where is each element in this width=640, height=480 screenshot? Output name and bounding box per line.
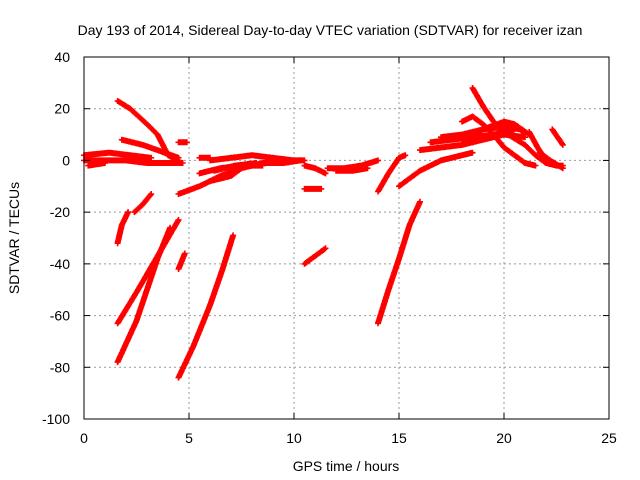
data-points [301,162,329,177]
data-points [118,136,182,161]
x-axis-ticks: 0 5 10 15 20 25 [80,57,617,446]
data-points [396,149,476,190]
y-axis-label: SDTVAR / TECUs [6,182,22,294]
y-tick-label: -40 [50,256,70,272]
y-tick-label: 20 [54,101,70,117]
data-track [207,165,245,185]
y-axis-ticks: 40 20 0 -20 -40 -60 -80 -100 [42,49,609,427]
data-points [375,198,423,327]
y-tick-label: -100 [42,411,70,427]
data-points [375,152,409,195]
data-track [114,209,132,247]
data-track [536,149,566,172]
data-track [517,126,528,138]
data-points [175,232,237,381]
data-points [517,126,528,138]
y-tick-label: -20 [50,204,70,220]
data-track [301,245,329,267]
data-points [211,160,260,174]
data-track [175,250,188,272]
data-track [85,160,108,169]
data-points [175,139,190,146]
data-points [131,191,155,216]
chart-title: Day 193 of 2014, Sidereal Day-to-day VTE… [78,22,583,38]
data-points [301,245,329,267]
x-axis-label: GPS time / hours [293,458,400,474]
y-tick-label: 40 [54,49,70,65]
data-track [396,149,476,190]
data-track [196,154,213,161]
x-tick-label: 5 [185,430,193,446]
data-points [333,165,371,174]
data-points [85,160,108,169]
x-tick-label: 25 [601,430,617,446]
data-track [175,232,237,381]
y-tick-label: -80 [50,359,70,375]
data-track [175,139,190,146]
plot-frame [83,56,610,420]
y-tick-label: 0 [62,152,70,168]
data-points [207,165,245,185]
data-points [301,185,325,192]
data-track [114,216,182,327]
x-tick-label: 10 [286,430,302,446]
data-tracks [81,85,566,381]
data-track [549,126,566,148]
data-track [211,160,260,174]
data-points [196,154,213,161]
data-points [114,224,174,366]
data-track [301,185,325,192]
data-track [114,224,174,366]
data-track [375,198,423,327]
data-track [131,191,155,216]
data-points [536,149,566,172]
data-track [333,165,371,174]
x-tick-label: 15 [391,430,407,446]
data-points [175,250,188,272]
data-track [301,162,329,177]
data-points [114,216,182,327]
x-tick-label: 20 [496,430,512,446]
x-tick-label: 0 [80,430,88,446]
y-tick-label: -60 [50,308,70,324]
data-points [114,209,132,247]
data-track [375,152,409,195]
data-points [549,126,566,148]
data-track [118,136,182,161]
